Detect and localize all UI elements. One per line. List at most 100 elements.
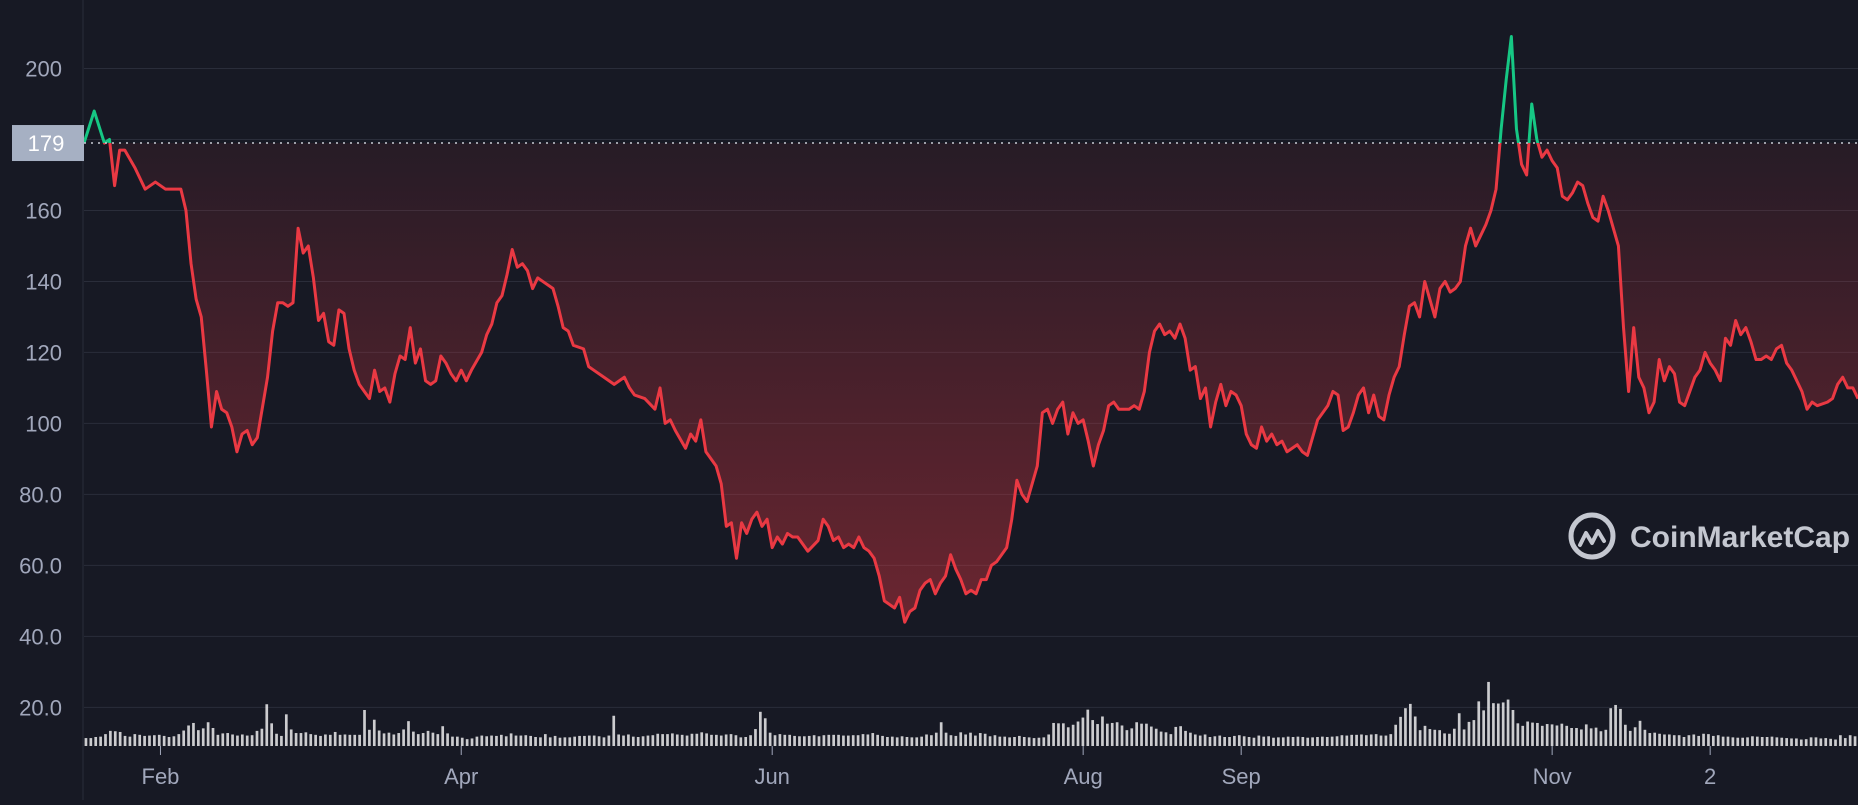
- volume-bar: [1306, 737, 1310, 746]
- volume-bar: [622, 735, 625, 746]
- volume-bar: [715, 734, 718, 746]
- volume-bar: [1614, 704, 1617, 746]
- volume-bar: [1628, 730, 1632, 746]
- volume-bar: [143, 735, 146, 746]
- volume-bar: [104, 734, 107, 746]
- volume-bar: [514, 735, 518, 746]
- volume-bar: [1633, 727, 1637, 746]
- volume-bar: [1799, 739, 1803, 746]
- y-axis: 20.0 40.0 60.0 80.0 100 120 140 160 200: [19, 56, 62, 720]
- volume-bar: [182, 730, 186, 746]
- volume-bar: [245, 735, 249, 746]
- volume-bar: [1355, 734, 1358, 746]
- volume-bar: [1677, 735, 1681, 746]
- volume-bar: [754, 729, 757, 746]
- volume-bar: [1536, 722, 1539, 746]
- volume-bar: [1584, 724, 1588, 746]
- volume-bar: [876, 734, 879, 746]
- volume-bar: [436, 734, 440, 746]
- volume-bar: [416, 734, 420, 746]
- volume-bar: [1462, 729, 1466, 746]
- volume-bar: [270, 723, 273, 746]
- volume-bar: [1589, 728, 1593, 746]
- volume-bar: [1237, 735, 1241, 746]
- volume-bar: [954, 735, 958, 746]
- volume-bar: [529, 735, 533, 746]
- volume-bar: [1325, 737, 1329, 746]
- volume-bar: [1408, 703, 1412, 746]
- volume-bar: [1301, 737, 1305, 746]
- volume-bar: [1311, 737, 1314, 746]
- volume-bar: [1003, 736, 1007, 746]
- volume-bar: [231, 734, 234, 746]
- volume-bar: [84, 738, 88, 746]
- volume-bar: [1711, 735, 1715, 746]
- volume-bar: [128, 736, 132, 746]
- volume-bar: [1648, 733, 1652, 746]
- volume-bar: [1443, 733, 1446, 746]
- volume-bar: [402, 729, 405, 746]
- volume-bar: [1550, 724, 1554, 746]
- volume-bar: [1394, 724, 1398, 746]
- x-tick-label: Sep: [1222, 764, 1261, 789]
- volume-bar: [1286, 736, 1290, 746]
- volume-bar: [387, 732, 391, 746]
- volume-bar: [871, 733, 875, 746]
- volume-bar: [822, 735, 826, 746]
- volume-bar: [1824, 738, 1828, 746]
- volume-bar: [524, 735, 528, 746]
- coinmarketcap-logo-wave: [1578, 529, 1606, 547]
- coinmarketcap-logo-icon: [1568, 512, 1616, 560]
- volume-bar: [1413, 716, 1417, 746]
- volume-bar: [583, 735, 586, 746]
- volume-bar: [294, 733, 298, 746]
- volume-bar: [397, 733, 401, 746]
- volume-bar: [1770, 736, 1774, 746]
- volume-bar: [250, 735, 254, 746]
- volume-bar: [1721, 736, 1725, 746]
- volume-bar: [1262, 736, 1266, 746]
- volume-bar: [539, 737, 542, 746]
- volume-bar: [1179, 726, 1182, 746]
- volume-bar: [553, 735, 557, 746]
- volume-bar: [113, 731, 117, 746]
- volume-bar: [1184, 730, 1187, 746]
- y-tick-label: 20.0: [19, 695, 62, 720]
- volume-bar: [988, 736, 992, 746]
- volume-bar: [319, 735, 322, 746]
- volume-bar: [412, 731, 415, 746]
- volume-bar: [460, 737, 464, 746]
- x-tick-label: Feb: [142, 764, 180, 789]
- volume-bar: [192, 722, 195, 746]
- volume-bar: [910, 737, 914, 746]
- volume-bar: [1829, 738, 1832, 746]
- volume-bar: [1018, 735, 1021, 746]
- volume-bar: [612, 715, 616, 746]
- volume-bar: [1189, 732, 1192, 746]
- volume-bar: [265, 704, 269, 746]
- volume-bar: [1022, 737, 1026, 746]
- volume-bar: [719, 735, 723, 746]
- volume-bar: [519, 735, 523, 746]
- volume-bar: [324, 734, 327, 746]
- volume-bar: [1853, 736, 1857, 746]
- volume-bar: [1668, 734, 1671, 746]
- volume-bar: [1672, 735, 1676, 746]
- volume-bar: [969, 732, 972, 746]
- volume-bar: [495, 735, 498, 746]
- volume-bar: [641, 736, 645, 746]
- volume-bar: [1169, 734, 1173, 746]
- volume-bar: [1110, 722, 1114, 746]
- volume-bar: [1707, 734, 1710, 746]
- volume-bar: [666, 734, 669, 746]
- volume-bar: [1257, 735, 1261, 746]
- volume-bar: [470, 738, 474, 746]
- volume-bar: [602, 737, 606, 746]
- volume-bar: [157, 734, 161, 746]
- coinmarketcap-watermark: CoinMarketCap: [1568, 512, 1850, 560]
- volume-bar: [309, 734, 313, 746]
- volume-bar: [587, 735, 591, 746]
- volume-bar: [671, 733, 674, 746]
- volume-bar: [289, 729, 293, 746]
